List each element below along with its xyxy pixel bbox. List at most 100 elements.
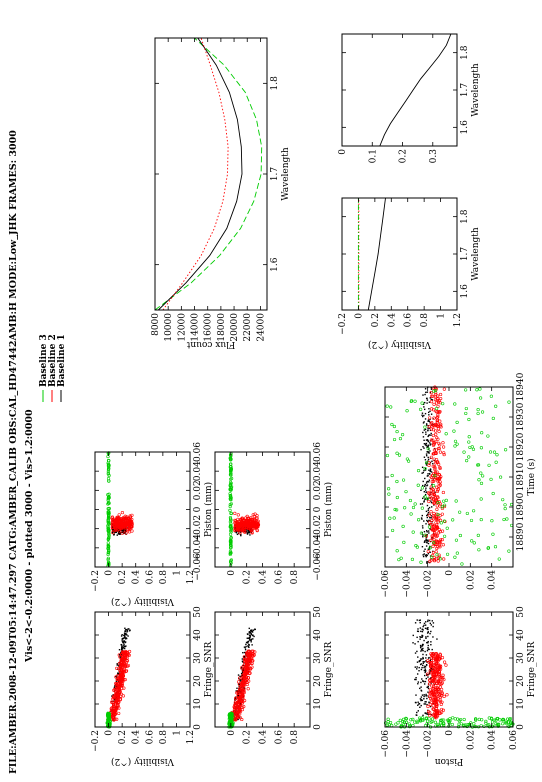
piston_snr-ytick-label: 0 xyxy=(445,730,455,736)
point-baseline3 xyxy=(423,466,427,471)
vis_piston_b-ytick-label: 0 xyxy=(227,570,237,576)
point-baseline3 xyxy=(106,520,110,524)
point-baseline2 xyxy=(438,530,442,534)
point-baseline1 xyxy=(126,631,128,633)
legend-label: Baseline 3 xyxy=(39,334,49,387)
point-baseline1 xyxy=(419,706,421,708)
point-baseline1 xyxy=(425,555,427,558)
point-baseline3 xyxy=(457,722,461,726)
vis_wave-ytick-label: 0.2 xyxy=(371,313,381,327)
point-baseline1 xyxy=(248,638,251,640)
point-baseline1 xyxy=(119,656,121,658)
point-baseline1 xyxy=(430,432,432,435)
point-baseline1 xyxy=(423,669,426,672)
point-baseline1 xyxy=(240,534,242,536)
point-baseline1 xyxy=(250,639,252,641)
point-baseline1 xyxy=(424,418,427,420)
point-baseline2 xyxy=(439,538,443,542)
point-baseline1 xyxy=(424,483,426,486)
point-baseline2 xyxy=(430,684,434,688)
point-baseline3 xyxy=(397,453,402,457)
point-baseline1 xyxy=(425,695,427,697)
point-baseline3 xyxy=(395,479,399,484)
point-baseline2 xyxy=(121,655,125,659)
point-baseline1 xyxy=(426,514,428,517)
point-baseline3 xyxy=(462,450,466,454)
point-baseline1 xyxy=(428,408,430,410)
point-baseline1 xyxy=(424,650,426,653)
point-baseline2 xyxy=(443,519,447,524)
point-baseline3 xyxy=(473,717,478,721)
point-baseline1 xyxy=(423,442,426,445)
point-baseline2 xyxy=(440,700,444,704)
point-baseline2 xyxy=(435,401,439,405)
point-baseline2 xyxy=(246,516,250,520)
point-baseline3 xyxy=(411,717,415,721)
point-baseline2 xyxy=(434,432,438,436)
point-baseline3 xyxy=(430,717,435,721)
point-baseline3 xyxy=(409,399,413,404)
vis_wave-ytick-label: −0.2 xyxy=(338,313,348,335)
point-baseline1 xyxy=(427,539,429,541)
vis_wave-xlabel: Wavelength xyxy=(471,227,481,281)
point-baseline3 xyxy=(458,510,462,514)
point-baseline3 xyxy=(106,467,111,471)
point-baseline1 xyxy=(422,680,424,682)
point-baseline3 xyxy=(107,717,111,721)
point-baseline2 xyxy=(430,679,434,683)
point-baseline3 xyxy=(228,503,232,507)
vis_wave_zoom-series-0 xyxy=(379,33,452,147)
point-baseline3 xyxy=(425,496,430,501)
point-baseline1 xyxy=(429,622,432,625)
point-baseline2 xyxy=(432,511,436,516)
point-baseline2 xyxy=(431,684,436,689)
point-baseline2 xyxy=(435,418,439,423)
point-baseline3 xyxy=(469,518,474,523)
point-baseline1 xyxy=(427,644,429,647)
point-baseline2 xyxy=(432,693,436,697)
point-baseline2 xyxy=(428,711,432,715)
point-baseline1 xyxy=(427,474,429,477)
vis_snr_b-panel: 0 10 20 30 40 50 0 0.2 0.4 0.6 0.8 Fringe_SNR xyxy=(214,606,334,744)
point-baseline1 xyxy=(428,532,430,534)
point-baseline1 xyxy=(429,468,432,470)
point-baseline2 xyxy=(113,687,117,691)
point-baseline2 xyxy=(246,676,251,680)
point-baseline1 xyxy=(420,489,422,492)
point-baseline1 xyxy=(427,530,430,532)
vis_snr_b-xtick-label: 30 xyxy=(313,652,323,664)
vis_wave-ytick-label: 0.8 xyxy=(420,313,430,328)
point-baseline2 xyxy=(115,691,119,695)
point-baseline3 xyxy=(420,506,424,510)
point-baseline3 xyxy=(488,450,493,454)
vis_piston_a-xtick-label: 0.06 xyxy=(193,442,203,462)
flux-panel: 1.6 1.7 1.8 8000 10000 12000 14000 16000 18000 20… xyxy=(151,37,291,349)
point-baseline1 xyxy=(422,394,424,396)
point-baseline3 xyxy=(106,511,110,515)
piston_snr-xtick-label: 30 xyxy=(516,652,526,664)
point-baseline1 xyxy=(427,620,429,623)
point-baseline3 xyxy=(428,546,432,550)
flux-frame xyxy=(154,37,268,311)
point-baseline2 xyxy=(436,404,440,408)
point-baseline2 xyxy=(125,520,130,524)
point-baseline2 xyxy=(432,558,437,562)
point-baseline1 xyxy=(115,675,117,678)
point-baseline2 xyxy=(111,712,115,716)
point-baseline1 xyxy=(425,654,428,656)
point-baseline1 xyxy=(246,641,249,644)
vis_snr_a-frame xyxy=(94,611,191,728)
point-baseline1 xyxy=(422,480,424,483)
point-baseline1 xyxy=(427,626,429,629)
point-baseline2 xyxy=(110,525,114,529)
point-baseline3 xyxy=(228,465,232,469)
point-baseline3 xyxy=(487,723,491,727)
point-baseline2 xyxy=(245,665,250,669)
header-line1: FILE:AMBER.2008-12-09T05:14:47.297 CATG:… xyxy=(8,130,19,774)
point-baseline1 xyxy=(430,501,433,504)
point-baseline2 xyxy=(438,685,443,689)
point-baseline2 xyxy=(440,506,444,510)
point-baseline3 xyxy=(501,718,505,722)
point-baseline1 xyxy=(424,666,427,668)
